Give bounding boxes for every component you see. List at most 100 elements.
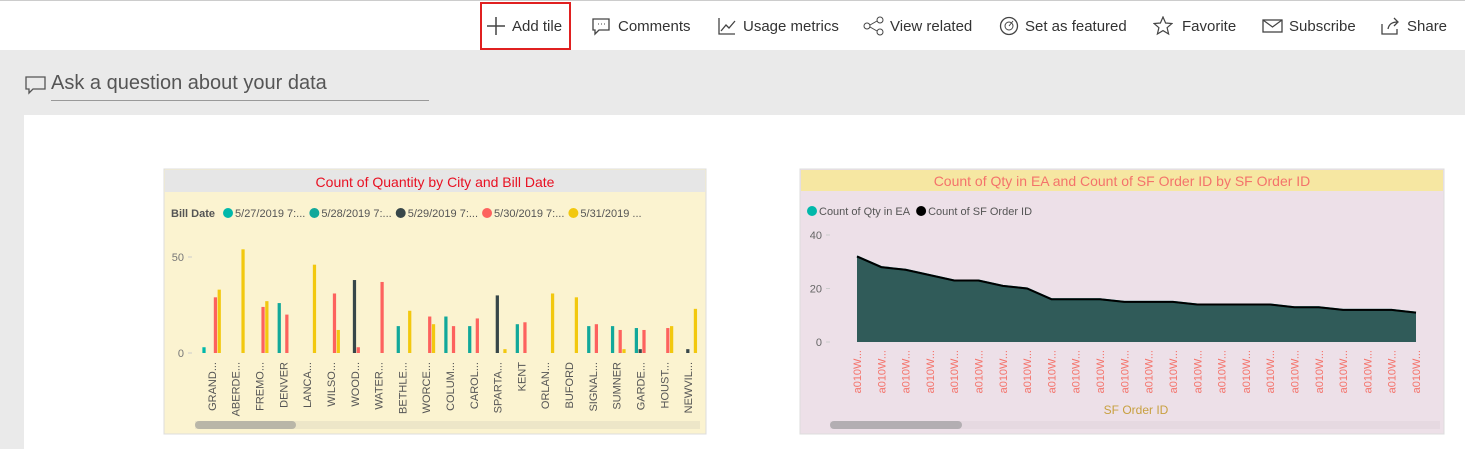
bar — [638, 349, 642, 353]
toolbar: Add tile Comments Usage metrics View rel… — [0, 0, 1465, 50]
legend-swatch — [309, 208, 320, 218]
x-tick-label: a010W... — [1217, 350, 1229, 393]
legend-label: Count of Qty in EA — [819, 206, 911, 218]
bar — [622, 349, 626, 353]
bar — [670, 326, 674, 353]
usage-metrics-button[interactable]: Usage metrics — [743, 18, 839, 35]
x-tick-label: a010W... — [1095, 350, 1107, 393]
legend-label: 5/31/2019 ... — [580, 208, 641, 220]
bar — [261, 306, 265, 353]
x-tick-label: WORCE... — [421, 362, 433, 413]
bar — [515, 324, 519, 353]
bar — [495, 295, 499, 353]
bar — [217, 289, 221, 353]
x-tick-label: WILSO... — [326, 362, 338, 407]
bar — [666, 328, 670, 353]
favorite-button[interactable]: Favorite — [1182, 18, 1237, 35]
bar — [686, 349, 690, 353]
view-related-button[interactable]: View related — [890, 18, 973, 35]
chart-title: Count of Qty in EA and Count of SF Order… — [934, 173, 1311, 189]
x-tick-label: a010W... — [1387, 350, 1399, 393]
x-tick-label: a010W... — [1119, 350, 1131, 393]
bar — [336, 329, 340, 353]
x-tick-label: a010W... — [1411, 350, 1423, 393]
legend-swatch — [568, 208, 579, 218]
x-tick-label: a010W... — [974, 350, 986, 393]
x-tick-label: a010W... — [1314, 350, 1326, 393]
y-tick-label: 50 — [172, 252, 184, 264]
bar — [594, 324, 598, 353]
bar — [312, 264, 317, 353]
bar — [444, 316, 448, 353]
x-tick-label: a010W... — [852, 350, 864, 393]
x-tick-label: a010W... — [1144, 350, 1156, 393]
x-tick-label: COLUM... — [445, 362, 457, 411]
tile-2-header — [801, 170, 1443, 191]
bar — [408, 310, 412, 353]
bar — [277, 303, 281, 353]
x-tick-label: a010W... — [1265, 350, 1277, 393]
bar — [523, 322, 527, 353]
qa-input[interactable]: Ask a question about your data — [51, 72, 429, 101]
qa-icon — [25, 76, 46, 95]
x-tick-label: WATER... — [374, 362, 386, 410]
x-tick-label: SPARTA... — [493, 362, 505, 413]
legend-label: 5/27/2019 7:... — [235, 208, 305, 220]
x-tick-label: a010W... — [1022, 350, 1034, 393]
bar — [587, 326, 591, 353]
x-tick-label: LANCA... — [302, 362, 314, 408]
related-icon — [863, 16, 884, 36]
bar — [618, 329, 622, 353]
x-tick-label: a010W... — [1338, 350, 1350, 393]
legend-title: Bill Date — [171, 208, 215, 220]
bar — [285, 314, 289, 353]
bar — [451, 326, 456, 353]
tile-1-header — [165, 170, 705, 192]
x-tick-label: HOUST... — [659, 362, 671, 408]
scroll-track — [830, 421, 1440, 429]
usage-icon — [718, 18, 736, 35]
x-tick-label: SIGNAL... — [588, 362, 600, 412]
x-tick-label: GARDE... — [635, 362, 647, 410]
bar — [431, 324, 436, 353]
share-button[interactable]: Share — [1407, 18, 1448, 35]
bar — [610, 326, 615, 353]
scroll-thumb[interactable] — [830, 421, 962, 429]
x-tick-label: NEWVIL... — [683, 362, 695, 413]
x-tick-label: a010W... — [1046, 350, 1058, 393]
set-featured-button[interactable]: Set as featured — [1025, 18, 1127, 35]
bar — [332, 293, 337, 353]
comments-button[interactable]: Comments — [618, 18, 691, 35]
x-tick-label: a010W... — [925, 350, 937, 393]
bar — [503, 349, 507, 353]
favorite-icon — [1153, 16, 1173, 36]
x-tick-label: a010W... — [1192, 350, 1204, 393]
scroll-thumb[interactable] — [195, 421, 296, 429]
x-tick-label: SUMNER — [612, 362, 624, 410]
x-tick-label: ORLAN... — [540, 362, 552, 409]
x-tick-label: a010W... — [901, 350, 913, 393]
add-tile-button[interactable]: Add tile — [512, 18, 563, 35]
legend-label: 5/30/2019 7:... — [494, 208, 564, 220]
bar — [352, 280, 357, 353]
legend-swatch — [223, 208, 234, 218]
legend-swatch — [807, 206, 817, 216]
bar — [396, 326, 400, 353]
x-tick-label: a010W... — [1362, 350, 1374, 393]
x-tick-label: WOOD... — [350, 362, 362, 407]
line — [856, 255, 1417, 314]
bar — [642, 329, 646, 353]
y-tick-label: 40 — [810, 230, 822, 242]
bar — [475, 318, 479, 353]
subscribe-button[interactable]: Subscribe — [1289, 18, 1356, 35]
bar — [428, 316, 432, 353]
x-tick-label: a010W... — [1241, 350, 1253, 393]
bar — [634, 328, 638, 353]
highlight-box — [480, 2, 571, 50]
legend-swatch — [916, 206, 927, 216]
legend-label: Count of SF Order ID — [928, 206, 1032, 218]
x-tick-label: a010W... — [876, 350, 888, 393]
x-tick-label: a010W... — [1289, 350, 1301, 393]
tile-1[interactable] — [163, 168, 707, 435]
